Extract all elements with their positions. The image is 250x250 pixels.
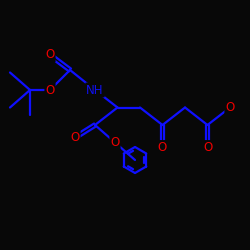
Text: O: O (70, 131, 80, 144)
Text: NH: NH (86, 84, 104, 96)
Text: O: O (110, 136, 120, 149)
Text: O: O (158, 141, 167, 154)
Text: O: O (46, 84, 54, 96)
Text: O: O (225, 101, 234, 114)
Text: O: O (46, 48, 54, 62)
Text: O: O (203, 141, 212, 154)
